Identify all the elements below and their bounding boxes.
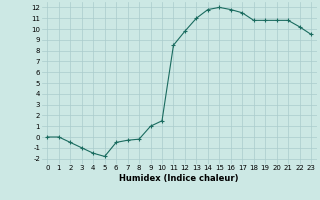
X-axis label: Humidex (Indice chaleur): Humidex (Indice chaleur) <box>119 174 239 183</box>
